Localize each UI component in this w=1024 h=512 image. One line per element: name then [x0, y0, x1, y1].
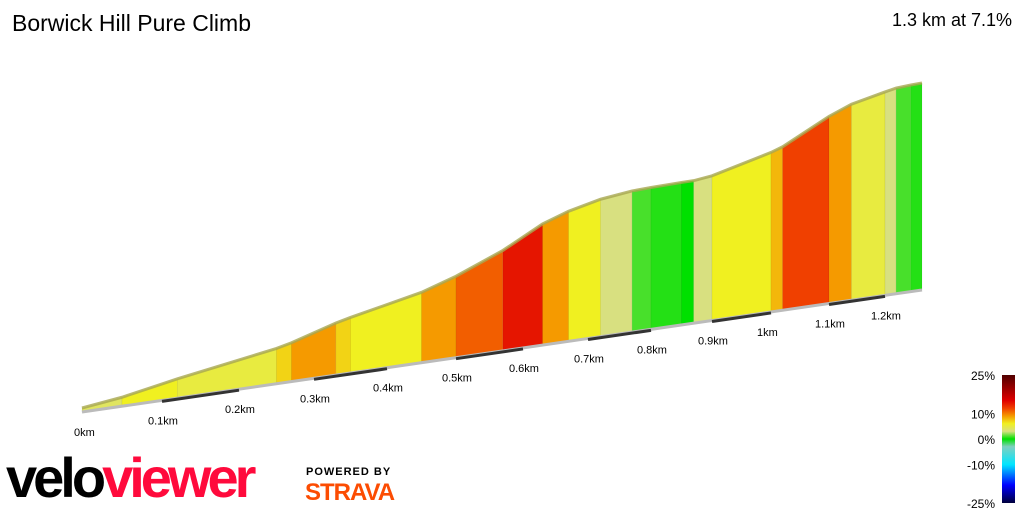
profile-segment: [770, 146, 783, 313]
profile-segment: [631, 187, 652, 333]
profile-segment: [681, 180, 695, 326]
x-tick-label: 1.2km: [871, 310, 901, 322]
profile-segment: [650, 182, 682, 330]
profile-ridge: [81, 81, 923, 410]
profile-segment: [335, 317, 351, 376]
x-tick-label: 1.1km: [815, 319, 845, 331]
distance-bar: [161, 388, 240, 403]
x-tick-label: 0.3km: [300, 393, 330, 405]
strava-logo: STRAVA: [305, 479, 395, 506]
distance-bar: [455, 347, 524, 361]
profile-segment: [828, 103, 852, 304]
powered-by-label: POWERED BY: [306, 466, 392, 478]
profile-segment: [502, 223, 543, 352]
profile-segment: [542, 210, 569, 346]
profile-segment: [782, 115, 830, 311]
legend-label: -10%: [967, 459, 995, 473]
profile-segment: [568, 198, 601, 342]
legend-label: -25%: [967, 497, 995, 511]
distance-bar: [711, 311, 772, 323]
profile-segment: [851, 91, 886, 301]
profile-segment: [455, 249, 504, 359]
logo-velo: velo: [6, 446, 106, 509]
x-tick-label: 0.2km: [225, 404, 255, 416]
x-tick-label: 0.6km: [509, 363, 539, 375]
gradient-legend-bar: [1002, 375, 1015, 503]
profile-segment: [910, 82, 923, 292]
profile-segment: [600, 190, 633, 338]
x-tick-label: 0.9km: [698, 336, 728, 348]
x-tick-label: 1km: [757, 327, 778, 339]
profile-segment: [693, 175, 713, 324]
x-tick-label: 0.1km: [148, 415, 178, 427]
x-tick-label: 0.4km: [373, 383, 403, 395]
x-tick-label: 0km: [74, 427, 95, 439]
legend-label: 10%: [971, 407, 995, 421]
x-tick-label: 0.7km: [574, 354, 604, 366]
profile-segment: [895, 84, 912, 295]
page-title: Borwick Hill Pure Climb: [12, 10, 251, 36]
climb-summary: 1.3 km at 7.1%: [891, 10, 1012, 30]
veloviewer-logo: veloviewer: [6, 446, 256, 509]
distance-bar: [313, 367, 388, 381]
profile-segment: [884, 87, 897, 296]
x-tick-label: 0.5km: [442, 373, 472, 385]
logo-viewer: viewer: [102, 446, 256, 509]
distance-bar: [587, 328, 652, 341]
distance-bar: [828, 294, 886, 306]
legend-label: 0%: [978, 433, 996, 447]
profile-segment: [711, 151, 772, 321]
x-tick-label: 0.8km: [637, 344, 667, 356]
legend-label: 25%: [971, 369, 995, 383]
